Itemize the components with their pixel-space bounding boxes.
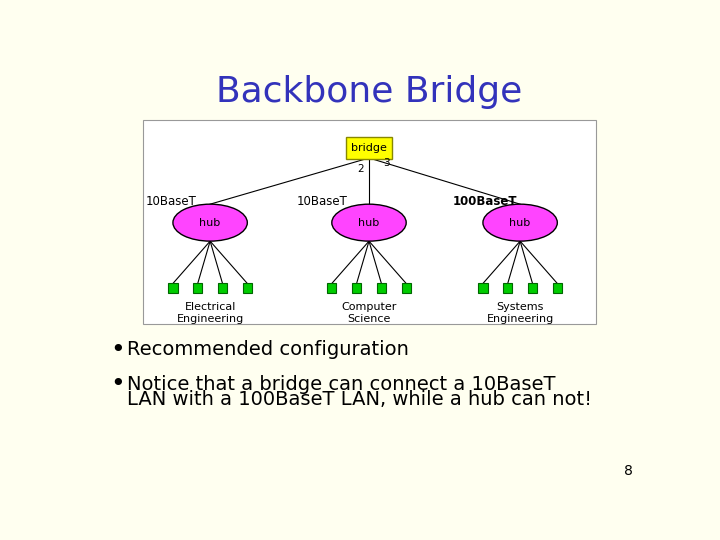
Ellipse shape bbox=[332, 204, 406, 241]
FancyBboxPatch shape bbox=[143, 120, 596, 325]
Text: LAN with a 100BaseT LAN, while a hub can not!: LAN with a 100BaseT LAN, while a hub can… bbox=[127, 390, 593, 409]
FancyBboxPatch shape bbox=[377, 284, 386, 293]
FancyBboxPatch shape bbox=[218, 284, 228, 293]
Text: 10BaseT: 10BaseT bbox=[297, 195, 348, 208]
Text: 100BaseT: 100BaseT bbox=[453, 195, 518, 208]
Text: •: • bbox=[111, 338, 125, 362]
FancyBboxPatch shape bbox=[243, 284, 252, 293]
FancyBboxPatch shape bbox=[352, 284, 361, 293]
FancyBboxPatch shape bbox=[402, 284, 411, 293]
FancyBboxPatch shape bbox=[553, 284, 562, 293]
Ellipse shape bbox=[173, 204, 248, 241]
Text: Electrical
Engineering: Electrical Engineering bbox=[176, 302, 244, 325]
Text: 10BaseT: 10BaseT bbox=[146, 195, 197, 208]
Text: 8: 8 bbox=[624, 464, 633, 478]
Text: Computer
Science: Computer Science bbox=[341, 302, 397, 325]
Text: bridge: bridge bbox=[351, 143, 387, 153]
FancyBboxPatch shape bbox=[327, 284, 336, 293]
Text: hub: hub bbox=[199, 218, 221, 228]
Text: Notice that a bridge can connect a 10BaseT: Notice that a bridge can connect a 10Bas… bbox=[127, 375, 556, 394]
Text: Backbone Bridge: Backbone Bridge bbox=[216, 75, 522, 109]
Text: Recommended configuration: Recommended configuration bbox=[127, 340, 409, 359]
FancyBboxPatch shape bbox=[168, 284, 178, 293]
FancyBboxPatch shape bbox=[193, 284, 202, 293]
Ellipse shape bbox=[483, 204, 557, 241]
Text: Systems
Engineering: Systems Engineering bbox=[487, 302, 554, 325]
Text: 3: 3 bbox=[384, 158, 390, 168]
Text: hub: hub bbox=[359, 218, 379, 228]
Text: hub: hub bbox=[510, 218, 531, 228]
Text: 2: 2 bbox=[357, 164, 364, 174]
FancyBboxPatch shape bbox=[528, 284, 537, 293]
FancyBboxPatch shape bbox=[346, 137, 392, 159]
FancyBboxPatch shape bbox=[503, 284, 513, 293]
Text: •: • bbox=[111, 373, 125, 396]
FancyBboxPatch shape bbox=[478, 284, 487, 293]
